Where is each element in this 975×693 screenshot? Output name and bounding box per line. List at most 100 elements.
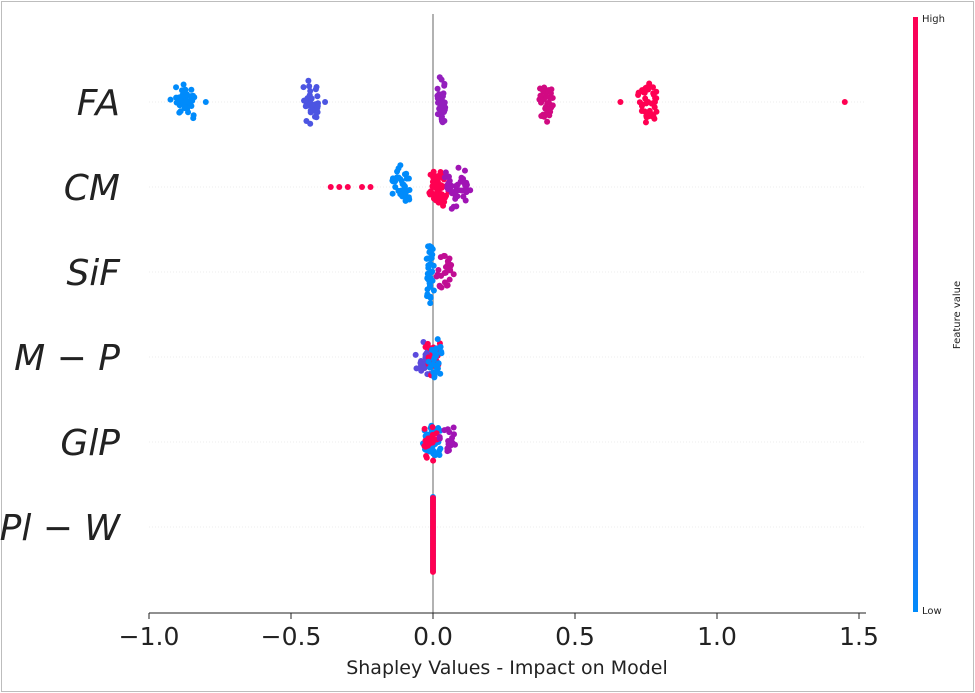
shap-point (344, 184, 351, 190)
shap-point (653, 108, 660, 115)
shap-point (300, 84, 307, 91)
shap-point (322, 99, 329, 105)
shap-point (430, 457, 437, 464)
shap-point (397, 162, 404, 169)
shap-point (402, 189, 409, 196)
shap-point (544, 118, 551, 125)
shap-point (549, 102, 556, 109)
shap-point (432, 197, 439, 204)
colorbar-high-label: High (922, 14, 945, 25)
shap-point (442, 269, 449, 276)
shap-point (646, 80, 653, 87)
shap-point (405, 175, 412, 182)
shap-point (389, 175, 396, 182)
shap-point (450, 271, 457, 278)
shap-point (312, 86, 319, 93)
shap-point (190, 115, 197, 122)
shap-point (431, 372, 438, 379)
shap-point (182, 104, 189, 111)
shap-point (434, 336, 441, 343)
shap-point (438, 272, 445, 279)
shap-point (436, 74, 443, 81)
shap-point (397, 191, 404, 198)
shap-point (185, 109, 192, 116)
shap-point (186, 98, 193, 105)
shap-point (448, 205, 455, 212)
shap-point (327, 184, 334, 190)
feature-label: GlP (60, 423, 120, 464)
shap-point (429, 183, 436, 190)
shap-point (423, 453, 430, 460)
shap-point (177, 97, 184, 104)
shap-point (309, 101, 316, 108)
shap-point (427, 364, 434, 371)
shap-point (545, 87, 552, 94)
shap-point (437, 445, 444, 452)
shap-point (648, 100, 655, 107)
shap-point (406, 187, 413, 194)
shap-point (841, 99, 848, 105)
shap-point (452, 188, 459, 195)
shap-point (446, 183, 453, 190)
shap-point (642, 119, 649, 126)
shap-point (430, 287, 437, 294)
shap-point (441, 253, 448, 260)
shap-point (436, 434, 443, 441)
shap-point (454, 193, 461, 200)
shap-point (306, 83, 313, 90)
shap-point (441, 279, 448, 286)
colorbar-low-label: Low (922, 606, 942, 617)
x-axis-label: Shapley Values - Impact on Model (346, 657, 668, 679)
shap-point (424, 286, 431, 293)
shap-point (643, 112, 650, 119)
shap-point (546, 112, 553, 119)
shap-point (433, 362, 440, 369)
shap-point (544, 100, 551, 107)
shap-point (635, 89, 642, 96)
shap-point (428, 269, 435, 276)
shap-point (429, 424, 436, 431)
shap-point (180, 81, 187, 88)
shap-point (540, 87, 547, 94)
shap-point (430, 568, 436, 575)
shap-point (446, 276, 453, 283)
shap-point (434, 85, 441, 92)
colorbar-title: Feature value (952, 281, 963, 349)
feature-label: Pl − W (0, 508, 121, 549)
shap-point (438, 100, 445, 107)
shap-point (188, 86, 195, 93)
x-tick-label: −0.5 (261, 622, 322, 651)
shap-point (433, 273, 440, 280)
shap-point (424, 291, 431, 298)
shap-point (183, 91, 190, 98)
shap-point (617, 99, 624, 105)
x-tick-label: 1.0 (697, 622, 737, 651)
shap-point (389, 190, 396, 197)
shap-point (429, 178, 436, 185)
shap-point (399, 180, 406, 187)
shap-point (441, 108, 448, 115)
shap-point (450, 424, 457, 431)
shap-point (540, 111, 547, 118)
shap-point (422, 343, 429, 350)
shap-point (367, 184, 374, 190)
shap-point (421, 425, 428, 432)
shap-point (460, 193, 467, 200)
shap-point (441, 427, 448, 434)
shap-point (302, 103, 309, 110)
shap-point (445, 173, 452, 180)
x-tick-label: 0.5 (555, 622, 595, 651)
shap-point (435, 173, 442, 180)
shap-point (314, 93, 321, 100)
feature-label: M − P (14, 338, 120, 379)
feature-label: SiF (66, 253, 121, 294)
shap-point (436, 183, 443, 190)
shap-point (435, 266, 442, 273)
shap-point (442, 169, 449, 176)
shap-point (430, 168, 437, 175)
shap-point (425, 265, 432, 272)
shap-point (412, 351, 419, 358)
shap-point (638, 102, 645, 109)
shap-point (432, 191, 439, 198)
shap-point (638, 107, 645, 114)
